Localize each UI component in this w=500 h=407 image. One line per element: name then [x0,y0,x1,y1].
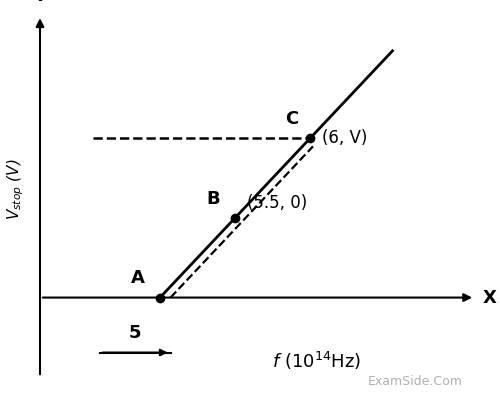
Text: Y: Y [34,0,46,5]
Text: X: X [482,289,496,306]
Text: B: B [206,190,220,208]
Text: (5.5, 0): (5.5, 0) [247,194,307,212]
Text: $V_{stop}$ (V): $V_{stop}$ (V) [6,158,26,220]
Text: (6, V): (6, V) [322,129,368,147]
Text: ExamSide.Com: ExamSide.Com [368,375,462,388]
Text: C: C [285,110,298,128]
Text: 5: 5 [129,324,141,342]
Text: $f$ $(10^{14}$Hz$)$: $f$ $(10^{14}$Hz$)$ [272,350,362,372]
Text: A: A [131,269,145,287]
